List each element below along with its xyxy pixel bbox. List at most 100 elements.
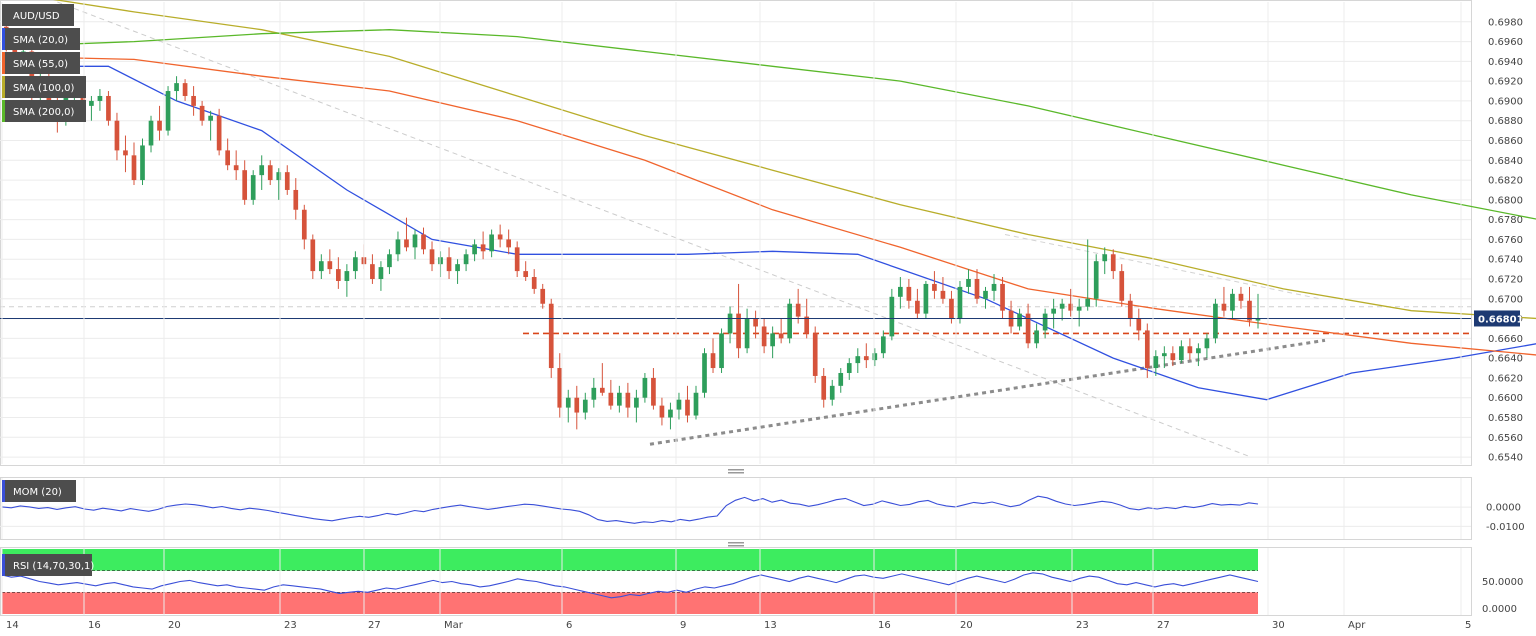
candle (1093, 254, 1099, 307)
candle-body (898, 286, 903, 297)
current-price-badge-label: 0.66801 (1478, 314, 1524, 325)
candle-body (1170, 353, 1176, 361)
candle (157, 105, 162, 141)
candle (480, 231, 486, 260)
candle (974, 269, 980, 304)
candle-body (318, 261, 324, 272)
candle-body (1042, 313, 1048, 331)
candle-body (250, 175, 256, 200)
rsi-y-tick-label: 0.0000 (1482, 604, 1517, 615)
candle (191, 86, 196, 116)
x-tick-label: 20 (168, 620, 181, 631)
candle (659, 397, 665, 426)
candle-body (523, 271, 529, 278)
candle-body (1221, 303, 1227, 311)
candle (872, 348, 878, 367)
legend-sma-100[interactable]: SMA (100,0) (2, 76, 86, 98)
candle-body (1213, 303, 1218, 339)
candle-body (1255, 318, 1261, 321)
rsi-series: 50.0000 0.0000 (1, 572, 1523, 615)
candle-body (634, 397, 639, 408)
candle-body (378, 267, 384, 280)
candle-body (225, 150, 230, 166)
x-tick-label: 20 (960, 620, 973, 631)
candle-body (208, 115, 213, 121)
price-pane (0, 0, 1472, 466)
candle-body (1196, 348, 1201, 354)
candle (293, 178, 299, 220)
x-tick-label: 13 (764, 620, 777, 631)
current-price-badge (1474, 310, 1520, 327)
candle-body (327, 261, 333, 270)
legend-sma-200[interactable]: SMA (200,0) (2, 100, 86, 122)
candle (855, 348, 861, 373)
price-y-tick-label: 0.6580 (1488, 413, 1523, 424)
candle (182, 79, 188, 101)
legend-sma-20-label: SMA (20,0) (13, 35, 68, 46)
candle-body (140, 145, 145, 181)
candle (1059, 298, 1065, 321)
candle (1034, 323, 1039, 349)
x-tick-label: 5 (1465, 620, 1471, 631)
candle (429, 241, 435, 272)
candle (506, 229, 511, 255)
legend-rsi-swatch (2, 554, 5, 576)
candle-body (685, 399, 690, 416)
legend-sma-200-swatch (2, 100, 5, 122)
candle-body (199, 105, 205, 121)
price-y-tick-label: 0.6820 (1488, 176, 1523, 187)
candle-body (548, 303, 554, 369)
candle (353, 251, 358, 280)
candle-body (582, 399, 588, 413)
candle-body (284, 172, 290, 190)
momentum-pane (0, 477, 1472, 540)
candle (140, 138, 145, 186)
candle-body (123, 150, 128, 156)
candle-body (676, 399, 682, 410)
candle-body (1017, 313, 1022, 327)
candle (625, 382, 631, 418)
candle (233, 150, 239, 181)
support-trendline (649, 338, 1326, 446)
x-tick-label: 30 (1272, 620, 1285, 631)
legend-symbol[interactable]: AUD/USD (2, 4, 74, 26)
candle (421, 227, 426, 255)
legend-sma-55-label: SMA (55,0) (13, 59, 68, 70)
candle-body (736, 313, 741, 349)
candle-body (744, 318, 750, 349)
candle (915, 288, 920, 319)
candle-body (574, 397, 580, 413)
candle-body (344, 271, 350, 281)
legend-sma-100-label: SMA (100,0) (13, 83, 75, 94)
candle-body (174, 83, 179, 92)
candle (276, 168, 282, 200)
pane-splitter-2[interactable] (728, 542, 744, 547)
candle (1144, 323, 1150, 378)
legend-sma-20-swatch (2, 28, 5, 50)
candle (599, 363, 605, 396)
candle-body (506, 239, 511, 248)
candle-body (702, 353, 707, 393)
candle-body (966, 279, 971, 287)
candle-body (1247, 300, 1252, 321)
candle (829, 379, 835, 406)
candle-body (412, 234, 418, 248)
candle (1110, 249, 1116, 280)
candle (1000, 277, 1005, 319)
legend-rsi[interactable]: RSI (14,70,30,1) (2, 554, 94, 576)
candle (787, 298, 793, 344)
candle (327, 249, 333, 275)
candle (174, 76, 179, 101)
pane-splitter-1[interactable] (728, 469, 744, 474)
legend-momentum[interactable]: MOM (20) (2, 480, 76, 502)
legend-sma-20[interactable]: SMA (20,0) (2, 28, 80, 50)
candle (455, 259, 460, 284)
candle (1068, 288, 1074, 317)
legend-sma-55[interactable]: SMA (55,0) (2, 52, 80, 74)
candle-body (651, 377, 656, 406)
x-axis: 14 16 20 23 27 Mar 6 9 13 16 20 23 27 30 Apr 5 (1, 2, 1471, 631)
candle-body (233, 165, 239, 171)
candle (668, 402, 673, 430)
x-tick-label: 14 (6, 620, 19, 631)
candle (216, 108, 222, 156)
